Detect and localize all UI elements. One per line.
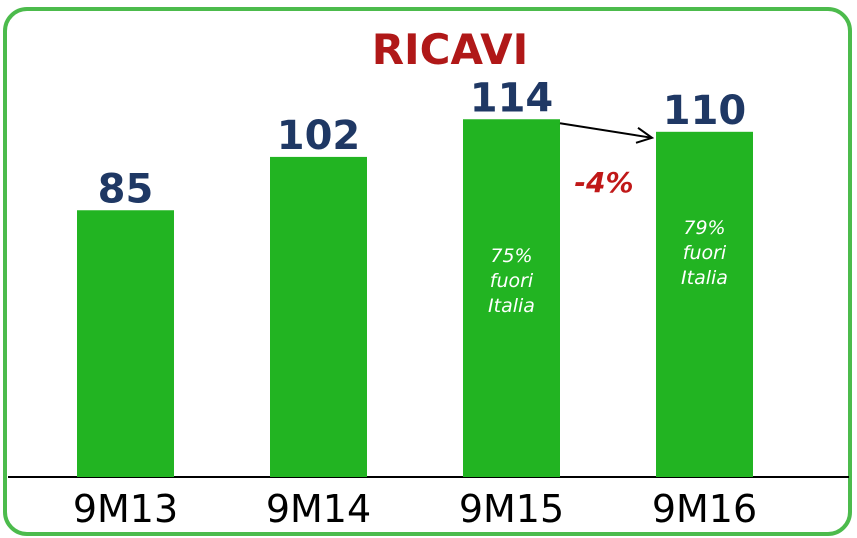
bar bbox=[463, 119, 560, 477]
x-tick-label: 9M13 bbox=[73, 487, 178, 531]
value-label: 85 bbox=[98, 166, 154, 212]
bar-note: fuori bbox=[683, 242, 727, 264]
x-tick-label: 9M14 bbox=[266, 487, 371, 531]
x-tick-label: 9M15 bbox=[459, 487, 564, 531]
bar bbox=[656, 131, 753, 478]
bar-note: fuori bbox=[490, 270, 534, 292]
bar-note: Italia bbox=[681, 267, 728, 289]
bar-note: 79% bbox=[683, 217, 725, 239]
annotation: -4% bbox=[574, 166, 633, 199]
bar-note: 75% bbox=[490, 245, 532, 267]
arrow-head bbox=[635, 126, 655, 144]
arrow bbox=[559, 122, 653, 139]
frame bbox=[3, 7, 852, 536]
chart-title: RICAVI bbox=[372, 25, 529, 74]
value-label: 110 bbox=[663, 88, 747, 134]
x-tick-label: 9M16 bbox=[652, 487, 757, 531]
bar bbox=[270, 156, 367, 477]
value-label: 114 bbox=[470, 75, 554, 121]
bar-note: Italia bbox=[488, 295, 535, 317]
value-label: 102 bbox=[277, 113, 361, 159]
bar bbox=[77, 210, 174, 477]
